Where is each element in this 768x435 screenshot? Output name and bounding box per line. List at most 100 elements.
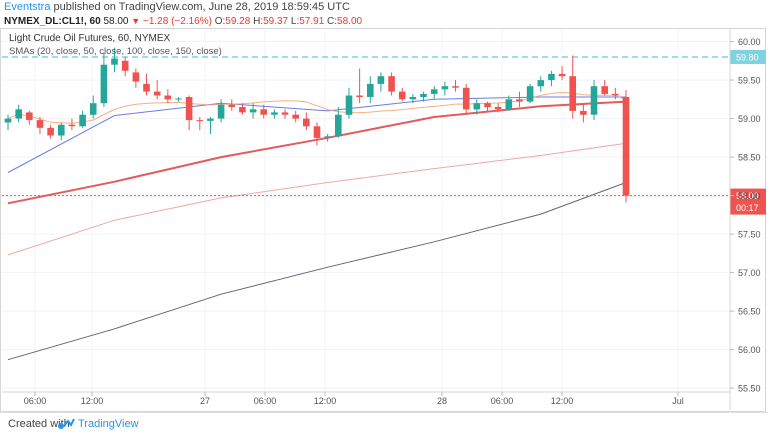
y-tick-label: 55.50 <box>738 384 761 394</box>
candle-body <box>68 124 76 127</box>
candle-body <box>324 136 331 138</box>
candle-body <box>132 72 140 82</box>
candle-body <box>79 114 86 127</box>
candle-body <box>484 103 491 108</box>
candle-body <box>430 89 438 94</box>
x-tick-label: 12:00 <box>314 396 337 406</box>
low-value: 57.91 <box>299 16 325 27</box>
candle-body <box>494 107 502 110</box>
candle-body <box>612 93 619 96</box>
sma-line-50 <box>7 100 627 205</box>
candle-body <box>121 60 129 71</box>
candle-body <box>153 91 161 96</box>
candle-body <box>377 76 385 84</box>
x-tick-label: 28 <box>437 396 447 406</box>
candle-body <box>111 58 118 65</box>
sma-line-20 <box>7 96 626 173</box>
candle-body <box>58 124 65 136</box>
candle-body <box>505 99 513 110</box>
candle-body <box>164 95 172 100</box>
high-label: H: <box>253 16 264 27</box>
created-with-label: Created with <box>8 418 70 430</box>
candle-body <box>590 86 598 115</box>
candle-body <box>207 118 214 121</box>
x-tick-label: 12:00 <box>81 396 104 406</box>
open-value: 59.28 <box>225 16 251 27</box>
candle-body <box>409 97 417 100</box>
candle-body <box>47 127 54 136</box>
price-chart[interactable]: 59.80 58.00 00:17 55.50 56.00 56.50 57.00 57.5… <box>0 0 768 412</box>
candle-body <box>367 83 374 97</box>
high-value: 59.37 <box>263 16 289 27</box>
resistance-price-label: 59.80 <box>736 52 759 62</box>
y-tick-label: 58.00 <box>738 191 761 201</box>
candle-body <box>26 112 33 121</box>
candle-body <box>143 83 150 92</box>
y-tick-label: 58.50 <box>738 153 761 163</box>
last-price: 58.00 <box>103 16 129 27</box>
publish-header: Eventstra published on TradingView.com, … <box>0 0 768 14</box>
candle-body <box>185 97 193 121</box>
chart-title: Light Crude Oil Futures, 60, NYMEX <box>9 33 171 44</box>
tradingview-brand[interactable]: TradingView <box>78 418 139 430</box>
close-value: 58.00 <box>337 16 363 27</box>
author-link[interactable]: Eventstra <box>4 1 51 13</box>
candle-body <box>4 118 12 123</box>
y-tick-label: 59.00 <box>738 114 761 124</box>
price-axis: 55.50 56.00 56.50 57.00 57.50 58.00 58.50 59.00… <box>729 28 761 410</box>
candle-body <box>313 126 321 138</box>
candle-body <box>36 120 44 128</box>
candle-body <box>292 114 299 119</box>
change-value: −1.28 (−2.16%) <box>142 16 212 27</box>
last-price-label: 58.00 <box>736 191 759 201</box>
x-tick-label: Jul <box>672 396 684 406</box>
candles <box>4 47 630 203</box>
time-axis: 06:00 12:00 27 06:00 12:00 28 06:00 12:00 Jul <box>2 391 730 406</box>
candle-body <box>303 118 310 127</box>
symbol-label: NYMEX_DL:CL1!, 60 <box>4 16 101 27</box>
candle-body <box>175 98 182 100</box>
candle-body <box>271 112 278 115</box>
candle-body <box>516 99 523 102</box>
x-tick-label: 06:00 <box>254 396 277 406</box>
candle-body <box>335 114 342 137</box>
candle-body <box>217 104 225 119</box>
y-tick-label: 57.00 <box>738 268 761 278</box>
down-arrow-icon: ▼ <box>131 16 141 26</box>
close-label: C: <box>327 16 338 27</box>
y-tick-label: 56.50 <box>738 307 761 317</box>
y-tick-label: 56.00 <box>738 345 761 355</box>
candle-body <box>569 76 576 111</box>
candle-body <box>345 95 353 115</box>
x-tick-label: 12:00 <box>551 396 574 406</box>
candle-body <box>462 87 470 110</box>
candle-body <box>89 103 97 115</box>
candle-body <box>452 86 459 88</box>
sma-line-close <box>7 91 627 124</box>
candle-body <box>441 86 449 90</box>
y-tick-label: 57.50 <box>738 230 761 240</box>
candle-body <box>601 86 608 94</box>
candle-body <box>196 120 204 122</box>
last-price-tag <box>730 188 766 215</box>
candle-body <box>281 112 289 115</box>
y-tick-label: 60.00 <box>738 37 761 47</box>
candle-body <box>548 73 555 81</box>
candle-body <box>398 91 406 100</box>
indicator-legend[interactable]: SMAs (20, close, 50, close, 100, close, … <box>9 46 222 57</box>
resistance-price-tag <box>730 49 766 64</box>
candle-body <box>15 109 22 119</box>
candle-body <box>249 109 257 113</box>
countdown-label: 00:17 <box>736 203 759 213</box>
candle-body <box>228 104 236 107</box>
candle-body <box>388 76 395 92</box>
open-label: O: <box>214 16 226 27</box>
chart-frame <box>0 28 766 412</box>
candle-body <box>558 73 566 77</box>
x-tick-label: 06:00 <box>24 396 47 406</box>
candle-body <box>420 93 427 97</box>
candle-body <box>473 103 481 110</box>
candle-body <box>580 110 587 115</box>
candle-body <box>356 95 363 97</box>
candle-body <box>100 64 108 104</box>
